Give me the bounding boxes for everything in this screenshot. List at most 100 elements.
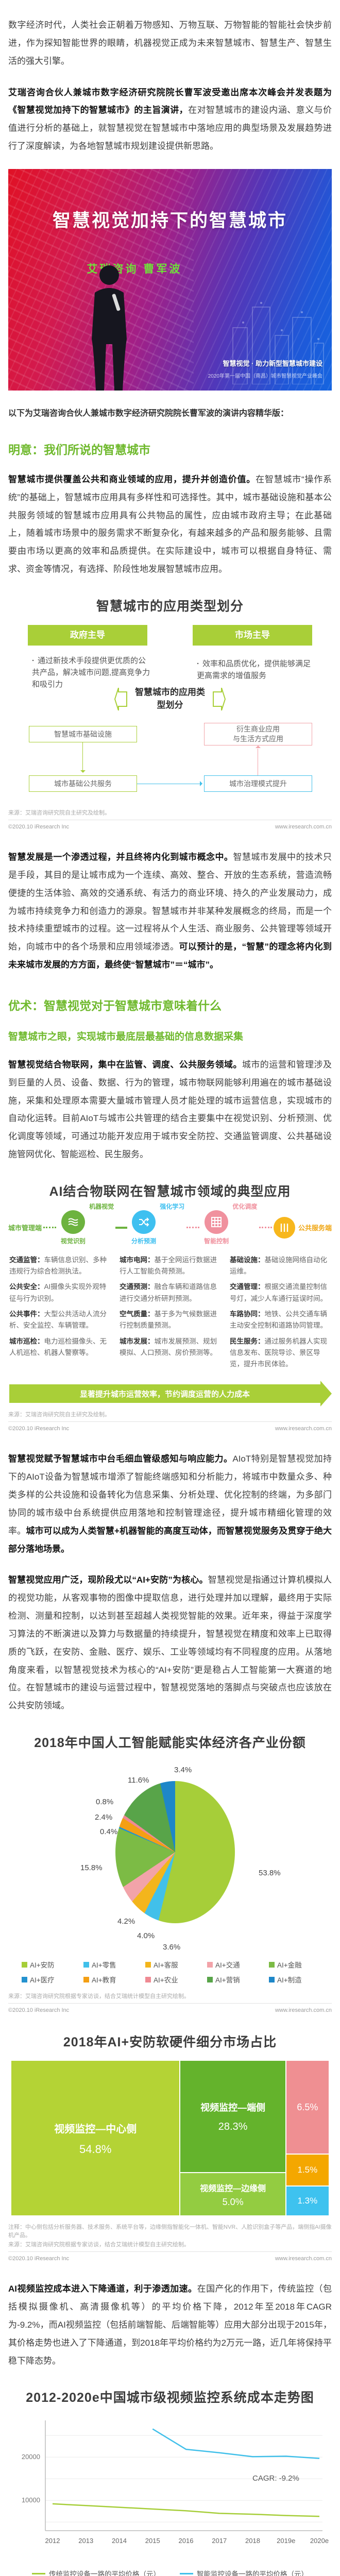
chart-axis-element: 2017 (212, 2537, 227, 2545)
legend-item: AI+营销 (207, 1974, 266, 1985)
figure-line-title: 2012-2020e中国城市级视频监控系统成本走势图 (26, 2391, 314, 2405)
paragraph-6-bold: 智慧视觉赋予智慧城市中台毛细血管级感知与响应能力。 (8, 1454, 233, 1464)
iresearch-site-link[interactable]: www.iresearch.com.cn (275, 2256, 332, 2262)
pie-legend: AI+安防 AI+零售 AI+客服 AI+交通 AI+金融 AI+医疗 AI+教育 AI+农业… (22, 1959, 328, 1985)
figure-source: 来源：艾瑞咨询研究院自主研究及绘制。 (8, 809, 110, 816)
paragraph-8: AI视频监控成本进入下降通道，利于渗透加速。在国产化的作用下，传统监控（包括模拟… (8, 2280, 332, 2370)
figure-pie: 2018年中国人工智能赋能实体经济各产业份额 53.8% 3.6% 4.0% 4.2%… (8, 1733, 332, 2013)
treemap-block-edge-device: 视频监控—端侧 28.3% (180, 2061, 285, 2173)
paragraph-4: 智慧发展是一个渗透过程，并且终将内化到城市概念中。智慧城市发展中的技术只是手段，… (8, 849, 332, 974)
paragraph-6-rest: AIoT特别是智慧视觉加持下的AIoT设备为智慧城市增添了智能终端感知和分析能力… (8, 1454, 332, 1536)
figure-source: 来源：艾瑞咨询研究院根据专家访谈，结合艾瑞统计模型自主研究绘制。 (8, 2242, 190, 2248)
treemap-block-value: 1.3% (297, 2196, 318, 2206)
center-label: 智慧城市的应用类型划分 (135, 687, 205, 710)
paragraph-3-rest: 在智慧城市“操作系统”的基础上，智慧城市应用具有多样性和可选择性。其中，城市基础… (8, 474, 332, 574)
chart-axis-element: 2019e (277, 2537, 295, 2545)
line-chart-legend: 传统监控设备一路的平均价格（元） 智能监控设备一路的平均价格（元） (8, 2568, 332, 2576)
figure-line-chart: 2012-2020e中国城市级视频监控系统成本走势图 10000 20000 201… (8, 2387, 332, 2576)
aiot-item: 城市电网：基于全网运行数据进行人工智能负荷预测。 (120, 1256, 217, 1276)
left-hollow-arrow-icon (114, 687, 127, 710)
vision-recognition-icon (61, 1210, 85, 1234)
figure-copyright-row: ©2020.10 iResearch Inc www.iresearch.com… (8, 1421, 332, 1432)
aiot-item: 基础设施：基础设施网络自动化运维。 (230, 1256, 327, 1276)
figure-treemap: 2018年AI+安防软硬件细分市场占比 视频监控—中心侧 54.8% 视频监控—… (8, 2032, 332, 2262)
treemap-block-value: 6.5% (297, 2102, 318, 2112)
paragraph-8-rest: 在国产化的作用下，传统监控（包括模拟摄像机、高清摄像机等）的平均价格下降，201… (8, 2284, 332, 2366)
treemap-block-value: 28.3% (218, 2121, 248, 2132)
line-series (152, 2428, 320, 2460)
chart-axis-element: 2014 (112, 2537, 127, 2545)
aiot-item: 交通监管：车辆信息识别、多种违规行为综合检测执法。 (9, 1256, 107, 1276)
iresearch-site-link[interactable]: www.iresearch.com.cn (275, 823, 332, 830)
aiot-item: 公共安全：AI摄像头实现外观特征与行为识别。 (9, 1283, 107, 1302)
paragraph-3-bold: 智慧城市提供覆盖公共和商业领域的应用，提升并创造价值。 (8, 474, 256, 484)
figure-treemap-title: 2018年AI+安防软硬件细分市场占比 (63, 2035, 277, 2050)
flow-endpoint-service: 公共服务端 (298, 1224, 332, 1232)
figure-pie-title: 2018年中国人工智能赋能实体经济各产业份额 (34, 1736, 306, 1751)
legend-item: AI+零售 (83, 1959, 142, 1970)
aiot-item: 城市巡检：电力巡检摄像头、无人机巡检、机器人警察等。 (9, 1337, 107, 1357)
aiot-description-columns: 交通监管：车辆信息识别、多种违规行为综合检测执法。 公共安全：AI摄像头实现外观特… (9, 1255, 331, 1374)
legend-item: AI+客服 (145, 1959, 204, 1970)
line-series (52, 2503, 320, 2517)
intro-paragraph-2-bold: 艾瑞咨询合伙人兼城市数字经济研究院院长曹军波受邀出席本次峰会并发表题为《智慧视觉… (8, 87, 332, 115)
treemap-middle-column: 视频监控—端侧 28.3% 视频监控—边缘侧 5.0% (180, 2061, 285, 2216)
flow-node-vision: 视觉识别 (58, 1210, 89, 1245)
right-hollow-arrow-icon (213, 687, 226, 710)
figure-source: 来源：艾瑞咨询研究院自主研究及绘制。 (8, 1412, 110, 1418)
treemap-right-column: 6.5% 1.5% 1.3% (286, 2061, 329, 2216)
figure-type-division: 智慧城市的应用类型划分 政府主导 市场主导 通过新技术手段提供更优质的公共产品，… (8, 596, 332, 830)
iresearch-site-link[interactable]: www.iresearch.com.cn (275, 2007, 332, 2014)
flow-node-analysis: 分析预测 (128, 1210, 160, 1245)
benefit-arrow-text: 显著提升城市运营效率，节约调度运营的人力成本 (79, 1389, 250, 1399)
paragraph-7: 智慧视觉应用广泛，现阶段尤以“AI+安防”为核心。智慧视觉是指通过计算机模拟人的… (8, 1571, 332, 1715)
treemap-block-other-1: 6.5% (286, 2061, 329, 2154)
aiot-column: 基础设施：基础设施网络自动化运维。 交通管理：根据交通流量控制信号灯，减少人车通行… (230, 1255, 331, 1374)
pie-value-label: 3.4% (174, 1766, 192, 1775)
paragraph-6: 智慧视觉赋予智慧城市中台毛细血管级感知与响应能力。AIoT特别是智慧视觉加持下的… (8, 1450, 332, 1558)
legend-item: AI+制造 (269, 1974, 328, 1985)
figure-copyright-row: ©2020.10 iResearch Inc www.iresearch.com… (8, 2251, 332, 2262)
pie-value-label: 15.8% (80, 1863, 103, 1873)
flow-node-vision-label: 视觉识别 (60, 1237, 86, 1245)
treemap-block-center: 视频监控—中心侧 54.8% (11, 2061, 180, 2216)
city-skyline-decor (232, 301, 324, 384)
paragraph-4-bold: 智慧发展是一个渗透过程，并且终将内化到城市概念中。 (8, 852, 233, 862)
flow-pipe-dispatch-label: 优化调度 (232, 1202, 258, 1210)
chart-axis-element: 20000 (22, 2453, 40, 2461)
treemap-block-value: 54.8% (79, 2142, 112, 2156)
paragraph-5: 智慧视觉结合物联网，集中在监管、调度、公共服务领域。城市的运营和管理涉及到巨量的… (8, 1056, 332, 1164)
legend-item: AI+安防 (22, 1959, 80, 1970)
market-led-bullet: 效率和品质优化，提供能够满足更高需求的增值服务 (197, 658, 315, 682)
aiot-item: 公共事件：大型公共活动人流分析、安全监控、车辆管理。 (9, 1310, 107, 1330)
chart-axis-element: 2018 (245, 2537, 260, 2545)
paragraph-4-rest: 智慧城市发展中的技术只是手段，其目的是让城市成为一个连续、高效、整合、开放的生态… (8, 852, 332, 952)
intro-paragraph-2-rest: 在对智慧城市的建设内涵、意义与价值进行分析的基础上，就智慧视觉在智慧城市中落地应… (8, 105, 332, 151)
flow-pipe-reinforcement-label: 强化学习 (160, 1202, 185, 1210)
banner-tagline: 智慧视觉 · 助力新型智慧城市建设 (223, 359, 322, 367)
aiot-flow-diagram: 城市管理端 视觉识别 机器视觉 分析预测 强化学习 (8, 1203, 332, 1245)
chart-axis-element: 2020e (310, 2537, 329, 2545)
legend-item-traditional: 传统监控设备一路的平均价格（元） (32, 2568, 160, 2576)
market-led-header: 市场主导 (193, 624, 312, 646)
iresearch-site-link[interactable]: www.iresearch.com.cn (275, 1426, 332, 1432)
box-public-service: 城市基础公共服务 (29, 775, 137, 792)
aiot-item: 车路协同：地铁、公共交通车辆主动安全控制和道路协同管理。 (230, 1310, 327, 1330)
aiot-item: 交通预测：融合车辆和道路信息进行交通分析研判预测。 (120, 1283, 217, 1302)
paragraph-4-bold-2: 可以预计的是，“智慧”的理念将内化到未来城市发展的方方面，最终使“智慧城市”＝“… (8, 942, 332, 970)
line-chart: 10000 20000 2012 2013 2014 2015 2016 2017 2018 20… (22, 2420, 329, 2545)
aiot-item: 民生服务：通过服务机器人实现信息发布、医院导诊、景区导览，提升市民体验。 (230, 1337, 327, 1368)
chart-axis-element: 2012 (45, 2537, 60, 2545)
figure-aiot-title: AI结合物联网在智慧城市领域的典型应用 (49, 1184, 291, 1199)
figure-aiot: AI结合物联网在智慧城市领域的典型应用 城市管理端 视觉识别 机器视觉 分析预测… (8, 1181, 332, 1432)
gov-led-header: 政府主导 (28, 624, 147, 646)
copyright-text: ©2020.10 iResearch Inc (8, 2007, 70, 2014)
legend-item-smart: 智能监控设备一路的平均价格（元） (180, 2568, 308, 2576)
pie-chart (115, 1781, 235, 1924)
aiot-item: 交通管理：根据交通流量控制信号灯，减少人车通行延误时间。 (230, 1283, 327, 1302)
figure-type-title: 智慧城市的应用类型划分 (96, 599, 244, 614)
box-governance: 城市治理模式提升 (204, 775, 312, 792)
chart-axis-element: 2013 (78, 2537, 93, 2545)
down-arrow-head-icon (80, 770, 86, 773)
